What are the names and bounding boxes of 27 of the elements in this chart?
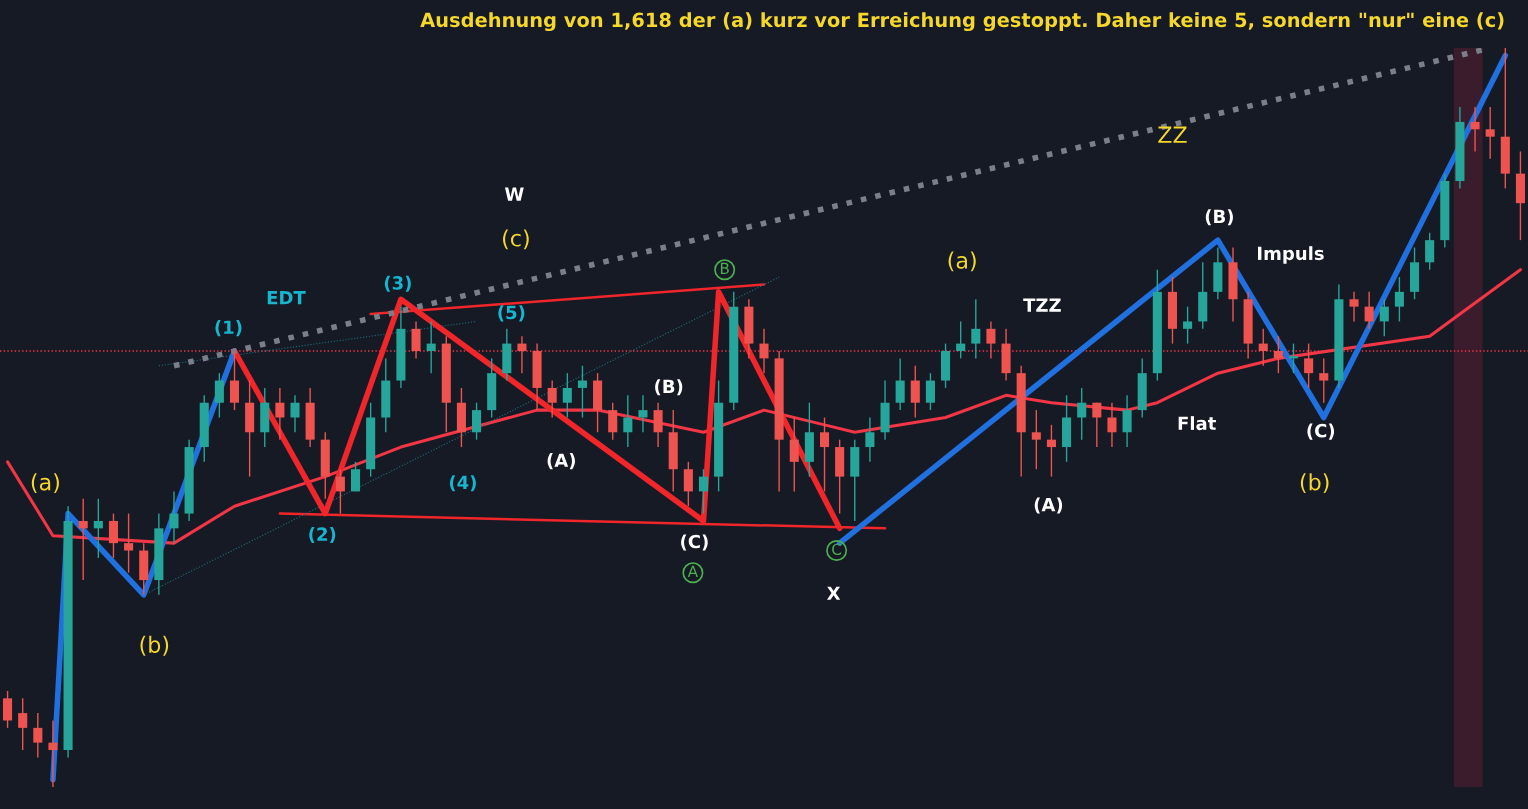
annotation: (b): [140, 635, 169, 656]
chart-title: Ausdehnung von 1,618 der (a) kurz vor Erreichung gestoppt. Daher keine 5, sondern "nur" eine (c): [420, 12, 1504, 32]
annotation: (1): [215, 320, 242, 337]
annotation: EDT: [267, 291, 306, 305]
annotation: A: [687, 565, 698, 577]
annotation: Impuls: [1258, 246, 1324, 264]
annotation: (B): [655, 379, 683, 396]
annotation: (4): [449, 475, 476, 492]
annotation: (a): [948, 251, 976, 272]
annotation: Flat: [1178, 416, 1216, 431]
annotation: W: [504, 187, 524, 201]
annotation: C: [832, 543, 842, 555]
annotation: (A): [547, 453, 575, 470]
annotation: (5): [498, 305, 525, 322]
annotation: X: [826, 586, 841, 600]
annotation: (c): [503, 229, 529, 250]
annotation: (2): [309, 527, 336, 544]
annotation: (C): [1307, 423, 1335, 440]
annotation: (A): [1034, 497, 1063, 514]
annotation: (B): [1205, 209, 1233, 226]
annotation: (C): [681, 534, 708, 551]
annotation: ZZ: [1158, 126, 1187, 143]
annotation: (3): [384, 275, 411, 292]
annotation: TZZ: [1023, 298, 1061, 312]
annotation: (a): [31, 473, 59, 494]
annotation: (b): [1300, 473, 1329, 494]
annotation: B: [720, 262, 729, 274]
